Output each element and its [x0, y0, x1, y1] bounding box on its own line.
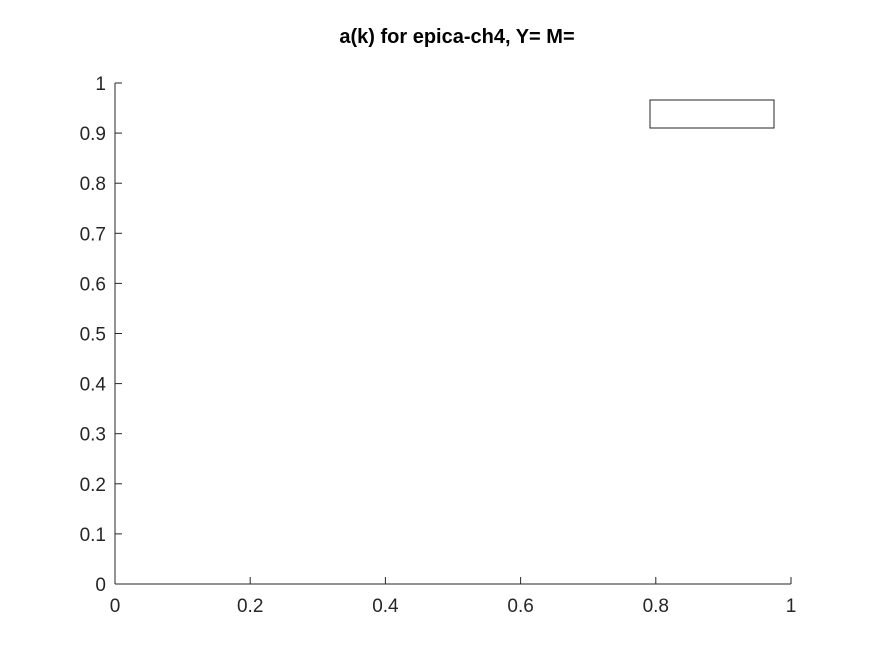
y-tick-label: 0.4	[80, 375, 107, 396]
y-tick-label: 0.3	[80, 425, 106, 446]
y-tick-label: 0.7	[80, 224, 106, 245]
y-tick-label: 0.8	[80, 174, 106, 195]
y-tick-label: 0.2	[80, 475, 106, 496]
y-tick-label: 0.1	[80, 525, 106, 546]
x-tick-label: 0.4	[372, 596, 399, 617]
y-tick-label: 0.9	[80, 124, 106, 145]
x-tick-label: 0	[110, 596, 121, 617]
chart-title: a(k) for epica-ch4, Y= M=	[339, 26, 574, 48]
y-tick-label: 0.5	[80, 325, 106, 346]
legend-box	[649, 99, 775, 129]
axes: 0 0.1 0.2 0.3 0.4 0.5 0.6 0.7 0.8 0.9 1 0 0.2 0.4 0.6 0…	[80, 74, 797, 617]
legend	[649, 99, 775, 129]
x-tick-label: 1	[786, 596, 797, 617]
x-tick-label: 0.6	[507, 596, 533, 617]
y-tick-label: 0	[95, 575, 106, 596]
x-tick-label: 0.8	[643, 596, 669, 617]
y-tick-label: 0.6	[80, 274, 106, 295]
y-tick-label: 1	[95, 74, 106, 95]
x-tick-label: 0.2	[237, 596, 263, 617]
